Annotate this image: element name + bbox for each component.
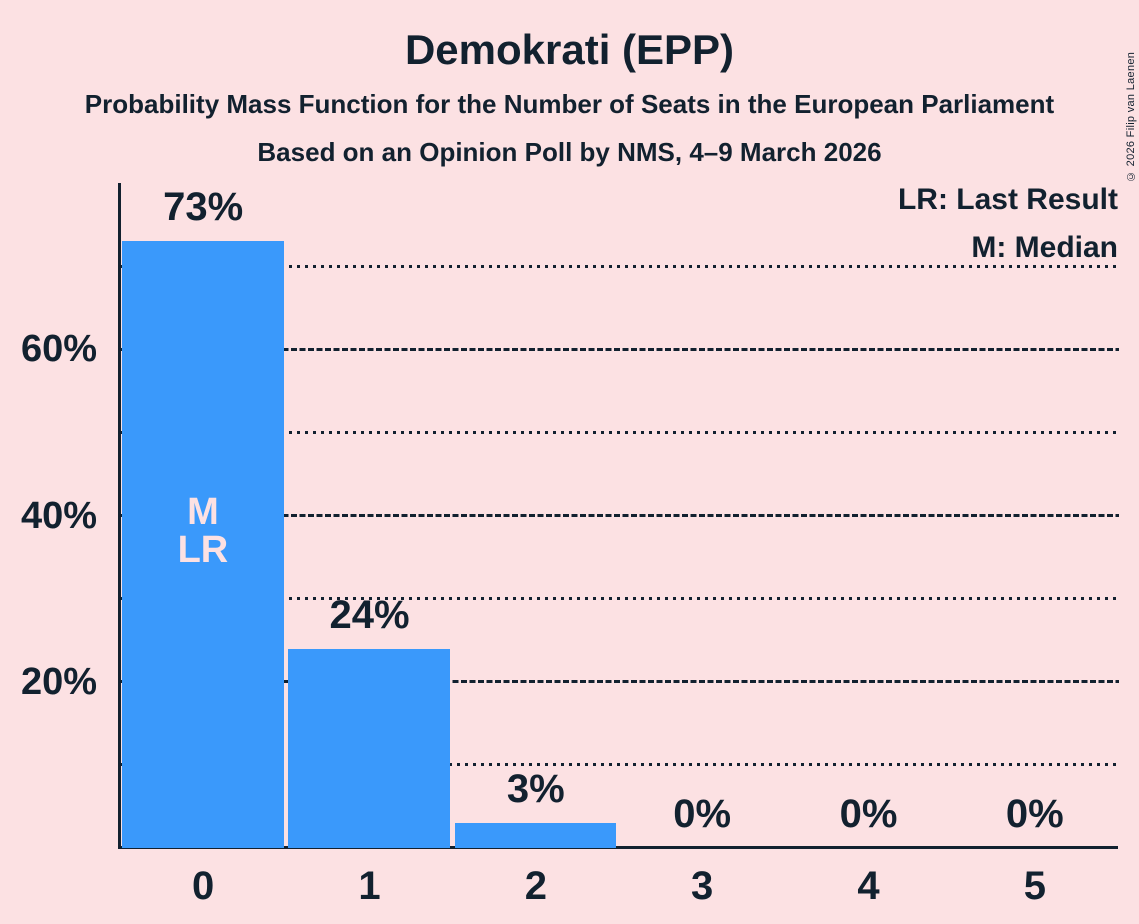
x-axis-labels: 0 1 2 3 4 5 <box>120 864 1118 910</box>
gridline-dashed-40 <box>121 514 1119 517</box>
bar-value-label-2: 3% <box>506 767 565 812</box>
y-tick-label-40%: 40% <box>20 494 97 537</box>
page-title: Demokrati (EPP) <box>404 26 735 73</box>
chart-subtitle-line1: Probability Mass Function for the Number… <box>84 89 1055 119</box>
bar-annotation-line-LR: LR <box>177 528 229 571</box>
y-tick-label-20%: 20% <box>20 660 97 703</box>
x-tick-label-0: 0 <box>192 864 215 908</box>
y-axis-line <box>118 183 121 849</box>
x-tick-label-3: 3 <box>691 864 714 908</box>
bar-seats-0: M LR <box>122 241 284 848</box>
gridline-dotted-30 <box>121 597 1119 601</box>
bar-value-label-4: 0% <box>839 792 898 836</box>
x-tick-label-1: 1 <box>358 864 381 908</box>
copyright-notice: © 2026 Filip van Laenen <box>1125 51 1137 182</box>
bar-annotation-line-M: M <box>187 490 219 533</box>
legend-last-result-label: LR: Last Result <box>897 183 1118 216</box>
x-tick-label-2: 2 <box>524 864 547 908</box>
bar-seats-1 <box>288 648 451 848</box>
bar-value-label-5: 0% <box>1005 792 1064 836</box>
legend-median-label: M: Median <box>971 231 1118 264</box>
bar-annotation: M LR <box>122 241 284 848</box>
bar-value-label-1: 24% <box>329 592 410 637</box>
gridline-dashed-20 <box>121 680 1119 684</box>
plot-area: M LR 73% 24% 3% 0% 0% 0% <box>120 183 1119 848</box>
x-tick-label-4: 4 <box>857 864 880 908</box>
gridline-dotted-70 <box>121 264 1119 268</box>
x-axis-line <box>118 846 1118 849</box>
x-tick-label-5: 5 <box>1023 864 1046 908</box>
gridline-dashed-60 <box>121 347 1119 351</box>
chart-subtitle-line2: Based on an Opinion Poll by NMS, 4–9 Mar… <box>257 137 882 167</box>
gridline-dotted-10 <box>121 763 1119 767</box>
bar-seats-2 <box>454 823 617 848</box>
bar-value-label-3: 0% <box>673 792 732 836</box>
bar-value-label-0: 73% <box>163 185 244 230</box>
gridline-dotted-50 <box>121 430 1119 434</box>
y-tick-label-60%: 60% <box>20 328 97 371</box>
